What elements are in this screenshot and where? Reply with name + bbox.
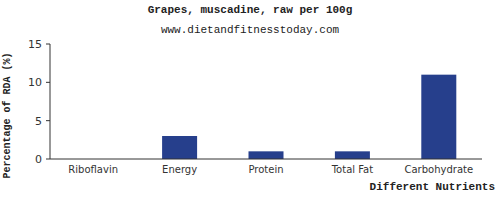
y-tick (46, 120, 50, 121)
x-tick-label: Protein (248, 164, 283, 175)
y-tick-label: 5 (35, 115, 42, 128)
bars (162, 75, 456, 159)
x-axis-label: Different Nutrients (370, 181, 495, 193)
x-tick-label: Riboflavin (68, 164, 118, 175)
bar (335, 151, 370, 159)
bar (249, 151, 284, 159)
title: Grapes, muscadine, raw per 100g (148, 4, 353, 16)
y-axis (50, 44, 51, 159)
y-tick-label: 10 (28, 76, 42, 89)
y-tick (46, 82, 50, 83)
y-tick-label: 0 (35, 153, 42, 166)
y-tick (46, 44, 50, 45)
chart: Grapes, muscadine, raw per 100g www.dieta… (0, 0, 500, 200)
y-tick-label: 15 (28, 38, 42, 51)
x-tick-label: Energy (162, 164, 197, 175)
x-axis (50, 159, 482, 160)
bar (421, 75, 456, 159)
bar (162, 136, 197, 159)
y-axis-label: Percentage of RDA (%) (2, 52, 13, 178)
y-tick (46, 159, 50, 160)
x-tick-label: Carbohydrate (404, 164, 473, 175)
subtitle: www.dietandfitnesstoday.com (161, 24, 340, 36)
x-tick-label: Total Fat (331, 164, 373, 175)
